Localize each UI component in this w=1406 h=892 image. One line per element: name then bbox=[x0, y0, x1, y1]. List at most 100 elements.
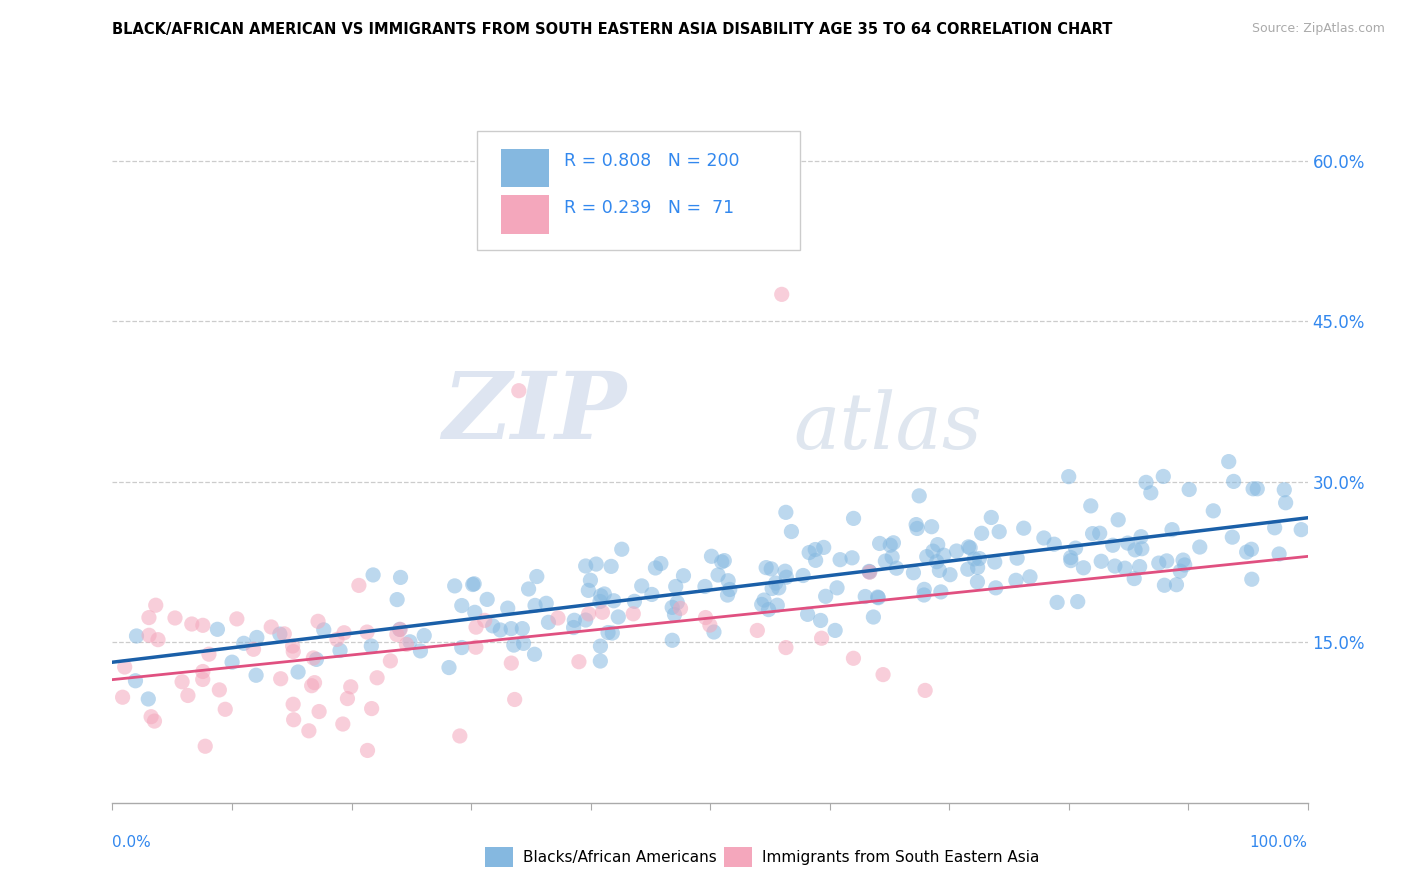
Point bbox=[1032, 531, 1054, 545]
Point bbox=[1202, 504, 1225, 518]
Point bbox=[534, 596, 557, 610]
Point bbox=[449, 729, 471, 743]
Point bbox=[825, 581, 848, 595]
Point bbox=[360, 701, 382, 715]
Point bbox=[461, 577, 484, 591]
Text: Immigrants from South Eastern Asia: Immigrants from South Eastern Asia bbox=[762, 850, 1039, 864]
Point bbox=[537, 615, 560, 630]
Point bbox=[501, 656, 523, 670]
Point bbox=[481, 619, 503, 633]
Point bbox=[915, 549, 938, 564]
Point bbox=[517, 582, 540, 596]
Point bbox=[214, 702, 236, 716]
Point bbox=[814, 590, 837, 604]
Point bbox=[366, 671, 388, 685]
Point bbox=[1268, 547, 1291, 561]
Point bbox=[1272, 483, 1295, 497]
Point bbox=[380, 654, 402, 668]
Point bbox=[768, 581, 790, 595]
Point bbox=[1246, 482, 1268, 496]
Point bbox=[389, 570, 412, 584]
Point bbox=[853, 590, 876, 604]
Point bbox=[1130, 541, 1153, 556]
Point bbox=[526, 569, 548, 583]
Point bbox=[1104, 559, 1126, 574]
Point bbox=[281, 698, 304, 712]
Point bbox=[1090, 554, 1112, 568]
Point bbox=[1147, 556, 1170, 570]
Point bbox=[841, 550, 863, 565]
Point bbox=[796, 607, 818, 622]
Point bbox=[956, 562, 979, 576]
Point bbox=[666, 596, 689, 610]
Text: R = 0.239   N =  71: R = 0.239 N = 71 bbox=[564, 199, 734, 217]
Point bbox=[1130, 530, 1153, 544]
Point bbox=[568, 655, 591, 669]
Point bbox=[301, 679, 323, 693]
Point bbox=[693, 579, 716, 593]
Point bbox=[603, 593, 626, 607]
Point bbox=[589, 594, 612, 608]
Point bbox=[502, 638, 524, 652]
Point bbox=[465, 620, 488, 634]
Point bbox=[1153, 578, 1175, 592]
Point bbox=[146, 632, 169, 647]
Point bbox=[464, 640, 486, 655]
Point bbox=[1019, 570, 1042, 584]
Point bbox=[475, 592, 498, 607]
Point bbox=[1088, 526, 1111, 541]
Point bbox=[596, 625, 619, 640]
Point bbox=[755, 560, 778, 574]
Point bbox=[1220, 530, 1243, 544]
Point bbox=[699, 618, 721, 632]
Point bbox=[191, 673, 214, 687]
Point bbox=[1161, 523, 1184, 537]
Point bbox=[703, 625, 725, 640]
Point bbox=[925, 555, 948, 569]
Point bbox=[700, 549, 723, 564]
Point bbox=[576, 583, 599, 598]
Point bbox=[1067, 594, 1090, 608]
FancyBboxPatch shape bbox=[501, 195, 548, 234]
Point bbox=[1168, 564, 1191, 578]
Point bbox=[304, 675, 326, 690]
Point bbox=[886, 561, 908, 575]
Point bbox=[644, 561, 666, 575]
Point bbox=[939, 567, 962, 582]
Point bbox=[872, 667, 894, 681]
Point bbox=[1178, 483, 1201, 497]
Point bbox=[1152, 469, 1174, 483]
Point bbox=[761, 562, 783, 576]
Point bbox=[191, 618, 214, 632]
Point bbox=[600, 559, 623, 574]
Point bbox=[388, 623, 411, 637]
Point bbox=[308, 705, 330, 719]
Point bbox=[1123, 542, 1146, 557]
Point bbox=[503, 692, 526, 706]
Point bbox=[1060, 550, 1083, 565]
Point bbox=[747, 624, 769, 638]
Point bbox=[1236, 545, 1258, 559]
Point bbox=[496, 601, 519, 615]
Point bbox=[983, 555, 1005, 569]
Point bbox=[333, 625, 356, 640]
Point bbox=[957, 540, 980, 554]
Point bbox=[765, 576, 787, 591]
Point bbox=[399, 634, 422, 648]
Point bbox=[139, 709, 162, 723]
Point bbox=[1012, 521, 1035, 535]
Point bbox=[246, 631, 269, 645]
Point bbox=[980, 510, 1002, 524]
Point bbox=[630, 579, 652, 593]
Point bbox=[1116, 536, 1139, 550]
Point bbox=[959, 541, 981, 555]
Point bbox=[905, 517, 928, 532]
Point bbox=[717, 574, 740, 588]
Point bbox=[858, 565, 880, 579]
Point bbox=[621, 607, 644, 621]
Point bbox=[869, 536, 891, 550]
Point bbox=[1240, 542, 1263, 557]
Point bbox=[221, 655, 243, 669]
Point bbox=[589, 589, 612, 603]
Text: Source: ZipAtlas.com: Source: ZipAtlas.com bbox=[1251, 22, 1385, 36]
